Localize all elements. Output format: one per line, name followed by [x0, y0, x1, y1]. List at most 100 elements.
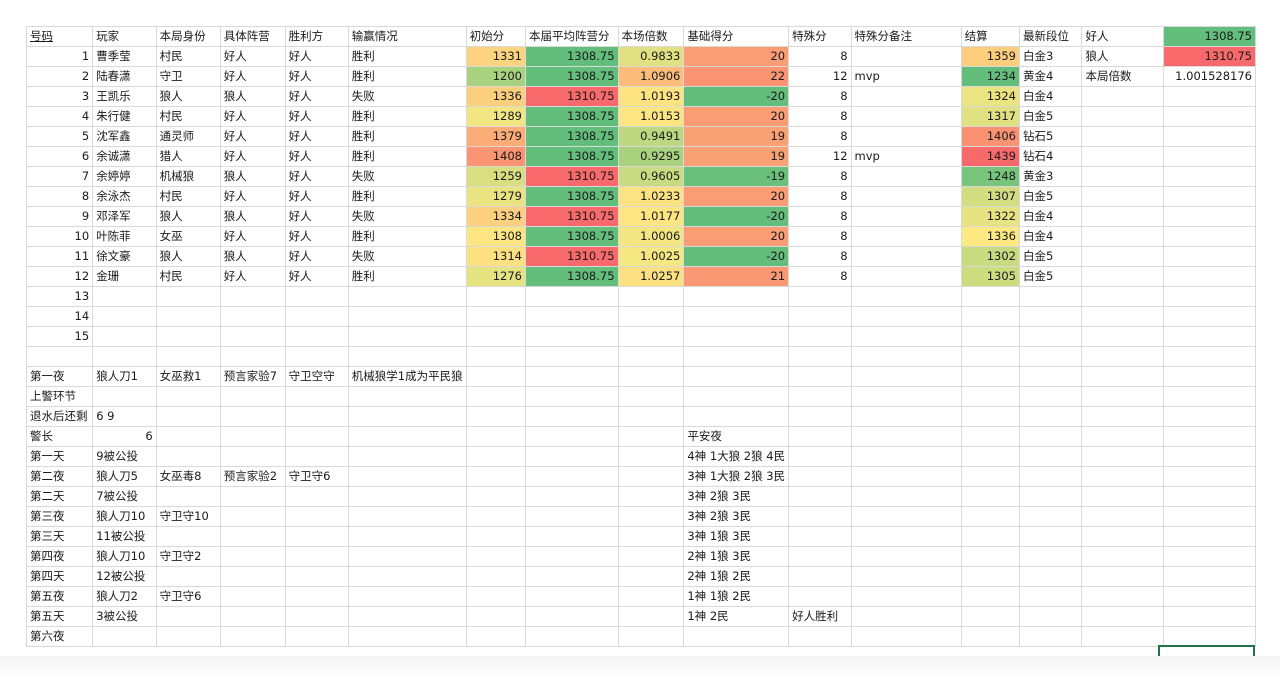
result[interactable]: 胜利	[347, 266, 467, 287]
settlement[interactable]: 1406	[960, 126, 1021, 147]
player-role[interactable]: 村民	[155, 266, 221, 287]
latest-rank[interactable]: 黄金3	[1019, 166, 1083, 187]
cell[interactable]	[960, 625, 1021, 647]
base-score[interactable]: 21	[683, 266, 790, 287]
cell[interactable]	[617, 346, 685, 367]
cell[interactable]	[617, 585, 685, 607]
cell[interactable]	[1162, 585, 1256, 607]
cell[interactable]	[617, 565, 685, 587]
latest-rank[interactable]: 钻石5	[1019, 126, 1083, 147]
cell[interactable]	[850, 465, 962, 487]
phase-event[interactable]: 7被公投	[92, 485, 157, 507]
player-number[interactable]: 5	[26, 126, 94, 147]
latest-rank[interactable]: 钻石4	[1019, 146, 1083, 167]
cell[interactable]	[617, 306, 685, 327]
cell[interactable]	[850, 326, 962, 347]
phase-event[interactable]	[219, 545, 286, 567]
base-score[interactable]: -20	[683, 206, 790, 227]
cell[interactable]	[850, 286, 962, 307]
base-score[interactable]: 22	[683, 66, 790, 87]
phase-event[interactable]: 11被公投	[92, 525, 157, 547]
cell[interactable]	[1162, 186, 1256, 207]
cell[interactable]	[347, 326, 467, 347]
cell[interactable]	[850, 425, 962, 447]
player-name[interactable]: 余诚潇	[92, 146, 157, 167]
cell[interactable]	[1162, 306, 1256, 327]
avg-camp-score[interactable]: 1308.75	[524, 186, 619, 207]
cell[interactable]	[92, 346, 157, 367]
cell[interactable]	[960, 405, 1021, 427]
cell[interactable]	[1081, 445, 1164, 467]
phase-event[interactable]	[347, 425, 467, 447]
header-cell[interactable]: 特殊分备注	[850, 26, 962, 47]
cell[interactable]	[465, 565, 526, 587]
match-multiplier[interactable]: 1.0193	[617, 86, 685, 107]
winner-side[interactable]: 好人	[284, 246, 349, 267]
player-camp[interactable]: 狼人	[219, 246, 286, 267]
phase-label[interactable]: 第三天	[26, 525, 94, 547]
result[interactable]: 胜利	[347, 226, 467, 247]
phase-event[interactable]: 狼人刀1	[92, 365, 157, 387]
base-score[interactable]: 20	[683, 226, 790, 247]
result[interactable]: 胜利	[347, 186, 467, 207]
player-role[interactable]: 狼人	[155, 206, 221, 227]
phase-label[interactable]: 退水后还剩	[26, 405, 94, 427]
cell[interactable]	[524, 425, 619, 447]
latest-rank[interactable]: 白金4	[1019, 226, 1083, 247]
phase-event[interactable]	[347, 505, 467, 527]
cell[interactable]	[1081, 126, 1164, 147]
phase-event[interactable]	[155, 485, 221, 507]
phase-event[interactable]	[284, 505, 349, 527]
cell[interactable]	[465, 605, 526, 627]
cell[interactable]	[617, 485, 685, 507]
cell[interactable]	[465, 445, 526, 467]
special-note[interactable]	[850, 46, 962, 67]
player-role[interactable]: 狼人	[155, 86, 221, 107]
cell[interactable]	[1081, 405, 1164, 427]
result[interactable]: 失败	[347, 246, 467, 267]
game-result[interactable]	[788, 405, 852, 427]
cell[interactable]	[465, 326, 526, 347]
player-number[interactable]: 13	[26, 286, 94, 307]
player-role[interactable]: 女巫	[155, 226, 221, 247]
cell[interactable]	[788, 346, 852, 367]
settlement[interactable]: 1359	[960, 46, 1021, 67]
cell[interactable]	[1081, 326, 1164, 347]
player-role[interactable]: 通灵师	[155, 126, 221, 147]
cell[interactable]	[1162, 625, 1256, 647]
phase-label[interactable]: 第三夜	[26, 505, 94, 527]
winner-side[interactable]: 好人	[284, 266, 349, 287]
cell[interactable]	[850, 565, 962, 587]
match-multiplier[interactable]: 1.0233	[617, 186, 685, 207]
cell[interactable]	[92, 306, 157, 327]
phase-label[interactable]: 第二天	[26, 485, 94, 507]
cell[interactable]	[155, 286, 221, 307]
phase-event[interactable]	[284, 625, 349, 647]
phase-event[interactable]	[155, 425, 221, 447]
phase-event[interactable]	[219, 625, 286, 647]
player-role[interactable]: 村民	[155, 106, 221, 127]
phase-event[interactable]	[155, 445, 221, 467]
phase-event[interactable]: 守卫守6	[155, 585, 221, 607]
cell[interactable]	[960, 565, 1021, 587]
phase-event[interactable]	[219, 585, 286, 607]
phase-event[interactable]	[347, 625, 467, 647]
initial-score[interactable]: 1276	[465, 266, 526, 287]
phase-event[interactable]: 6	[92, 425, 157, 447]
cell[interactable]	[1162, 226, 1256, 247]
result[interactable]: 胜利	[347, 146, 467, 167]
player-number[interactable]: 9	[26, 206, 94, 227]
latest-rank[interactable]: 白金5	[1019, 266, 1083, 287]
cell[interactable]	[788, 306, 852, 327]
phase-event[interactable]	[347, 445, 467, 467]
player-name[interactable]: 徐文豪	[92, 246, 157, 267]
cell[interactable]	[1162, 146, 1256, 167]
initial-score[interactable]: 1279	[465, 186, 526, 207]
cell[interactable]	[960, 605, 1021, 627]
cell[interactable]	[347, 286, 467, 307]
phase-label[interactable]: 第六夜	[26, 625, 94, 647]
cell[interactable]	[1162, 246, 1256, 267]
phase-event[interactable]	[155, 385, 221, 407]
cell[interactable]	[850, 545, 962, 567]
player-camp[interactable]: 好人	[219, 66, 286, 87]
